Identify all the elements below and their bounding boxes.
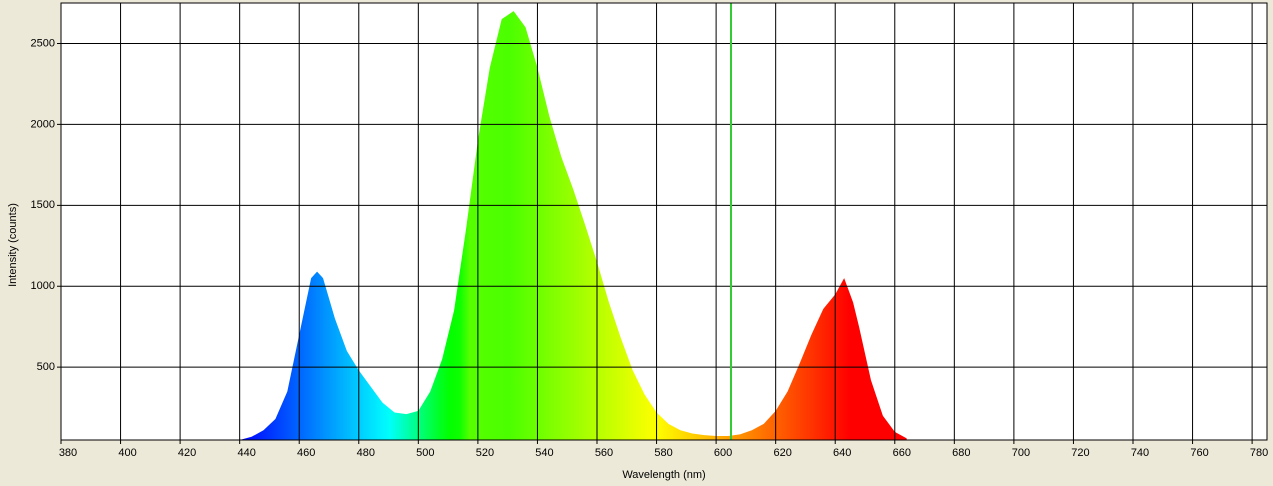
x-tick-label: 700 (1012, 447, 1030, 459)
y-tick-label: 2000 (31, 118, 55, 130)
x-tick-label: 620 (773, 447, 791, 459)
x-tick-label: 740 (1131, 447, 1149, 459)
x-tick-label: 680 (952, 447, 970, 459)
spectrum-area (239, 11, 907, 441)
y-axis-title: Intensity (counts) (7, 203, 19, 287)
x-tick-label: 400 (118, 447, 136, 459)
x-tick-label: 760 (1190, 447, 1208, 459)
x-tick-label: 420 (178, 447, 196, 459)
x-tick-label: 460 (297, 447, 315, 459)
x-tick-label: 560 (595, 447, 613, 459)
x-tick-label: 640 (833, 447, 851, 459)
y-tick-label: 500 (37, 361, 55, 373)
x-tick-label: 480 (357, 447, 375, 459)
x-tick-label: 660 (893, 447, 911, 459)
x-tick-label: 380 (59, 447, 77, 459)
y-tick-label: 1000 (31, 280, 55, 292)
x-tick-label: 500 (416, 447, 434, 459)
x-tick-label: 520 (476, 447, 494, 459)
y-tick-label: 1500 (31, 199, 55, 211)
y-tick-label: 2500 (31, 37, 55, 49)
x-tick-label: 580 (654, 447, 672, 459)
x-tick-label: 720 (1071, 447, 1089, 459)
plot-area (61, 3, 1267, 440)
x-tick-label: 600 (714, 447, 732, 459)
x-tick-label: 540 (535, 447, 553, 459)
plot-frame (60, 2, 1268, 441)
x-axis-title: Wavelength (nm) (622, 469, 705, 481)
x-tick-label: 440 (237, 447, 255, 459)
x-tick-label: 780 (1250, 447, 1268, 459)
